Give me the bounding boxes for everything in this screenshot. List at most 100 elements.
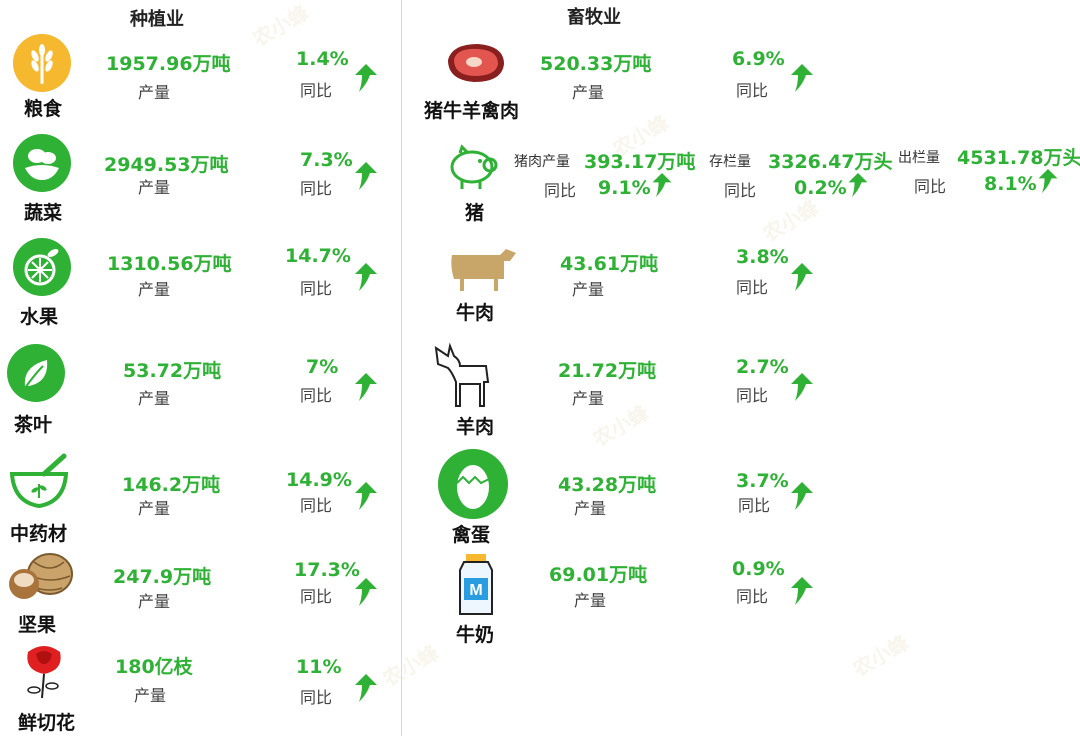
yield-label: 产量 — [574, 591, 607, 610]
yield-label: 产量 — [134, 686, 167, 705]
livestock-name: 牛奶 — [456, 624, 495, 646]
crop-row-nut: 坚果 247.9万吨 产量 17.3% 同比 — [0, 550, 400, 640]
up-arrow-icon — [1036, 167, 1060, 195]
crop-value: 180亿枝 — [115, 656, 193, 678]
yoy-label: 同比 — [736, 587, 769, 606]
livestock-header: 畜牧业 — [567, 7, 621, 28]
yoy-label: 同比 — [300, 496, 333, 515]
up-arrow-icon — [788, 62, 816, 94]
livestock-value: 520.33万吨 — [540, 53, 652, 75]
up-arrow-icon — [352, 480, 380, 512]
vegetable-icon — [13, 134, 71, 192]
yoy-value: 3.8% — [736, 246, 789, 268]
tea-leaf-icon — [7, 344, 65, 402]
up-arrow-icon — [788, 575, 816, 607]
crop-value: 146.2万吨 — [122, 474, 221, 496]
up-arrow-icon — [788, 261, 816, 293]
livestock-value: 43.61万吨 — [560, 253, 659, 275]
crop-name: 中药材 — [10, 523, 68, 545]
yoy-value: 11% — [296, 656, 342, 678]
crop-value: 53.72万吨 — [123, 360, 222, 382]
yoy-value: 14.9% — [286, 469, 352, 491]
yield-label: 产量 — [138, 178, 171, 197]
pig-stock-label: 存栏量 — [709, 154, 751, 170]
pig-icon — [450, 144, 498, 189]
yield-label: 产量 — [138, 389, 171, 408]
watermark: 农小蜂 — [848, 630, 913, 682]
crop-value: 1957.96万吨 — [106, 53, 231, 75]
planting-header: 种植业 — [130, 9, 184, 30]
livestock-name: 羊肉 — [456, 416, 495, 438]
yoy-value: 17.3% — [294, 559, 360, 581]
yoy-label: 同比 — [738, 496, 771, 515]
crop-name: 坚果 — [18, 614, 57, 636]
cow-icon — [451, 249, 516, 291]
pig-out-pct: 8.1% — [984, 173, 1037, 195]
yoy-label: 同比 — [736, 81, 769, 100]
milk-icon: M — [459, 554, 493, 615]
yoy-value: 6.9% — [732, 48, 785, 70]
livestock-value: 43.28万吨 — [558, 474, 657, 496]
livestock-row-milk: M 牛奶 69.01万吨 产量 0.9% 同比 — [410, 550, 830, 650]
livestock-row-egg: 禽蛋 43.28万吨 产量 3.7% 同比 — [410, 445, 830, 546]
crop-row-tea: 茶叶 53.72万吨 产量 7% 同比 — [0, 340, 400, 440]
crop-name: 蔬菜 — [24, 202, 63, 224]
crop-row-flower: 鲜切花 180亿枝 产量 11% 同比 — [0, 640, 400, 736]
yoy-label: 同比 — [300, 587, 333, 606]
yoy-label: 同比 — [544, 181, 577, 200]
yield-label: 产量 — [138, 280, 171, 299]
yield-label: 产量 — [572, 83, 605, 102]
pig-out-value: 4531.78万头 — [957, 147, 1080, 169]
yoy-label: 同比 — [914, 177, 947, 196]
column-divider — [401, 0, 402, 736]
pig-meat-label: 猪肉产量 — [514, 154, 570, 170]
up-arrow-icon — [352, 576, 380, 608]
up-arrow-icon — [650, 171, 674, 199]
yoy-value: 3.7% — [736, 470, 789, 492]
up-arrow-icon — [352, 371, 380, 403]
livestock-name: 猪 — [465, 202, 485, 224]
yield-label: 产量 — [572, 389, 605, 408]
livestock-row-pig: 猪 猪肉产量 393.17万吨 同比 9.1% 存栏量 3326.47万头 同比… — [410, 135, 1080, 230]
yield-label: 产量 — [138, 592, 171, 611]
livestock-row-mutton: 羊肉 21.72万吨 产量 2.7% 同比 — [410, 340, 830, 440]
livestock-name: 禽蛋 — [452, 524, 491, 546]
yoy-value: 0.9% — [732, 558, 785, 580]
yoy-value: 14.7% — [285, 245, 351, 267]
mortar-icon — [9, 453, 69, 509]
rose-icon — [27, 646, 61, 699]
yield-label: 产量 — [138, 83, 171, 102]
livestock-name: 牛肉 — [456, 302, 495, 324]
wheat-icon — [13, 34, 71, 92]
yoy-value: 1.4% — [296, 48, 349, 70]
livestock-row-meat: 猪牛羊禽肉 520.33万吨 产量 6.9% 同比 — [410, 30, 830, 125]
crop-row-vegetable: 蔬菜 2949.53万吨 产量 7.3% 同比 — [0, 130, 400, 225]
crop-row-fruit: 水果 1310.56万吨 产量 14.7% 同比 — [0, 235, 400, 330]
crop-name: 鲜切花 — [18, 712, 76, 734]
pig-meat-value: 393.17万吨 — [584, 151, 696, 173]
crop-value: 2949.53万吨 — [104, 154, 229, 176]
crop-name: 粮食 — [24, 98, 63, 120]
yield-label: 产量 — [572, 280, 605, 299]
egg-icon — [438, 449, 508, 519]
crop-value: 247.9万吨 — [113, 566, 212, 588]
nut-icon — [9, 553, 73, 599]
yoy-label: 同比 — [724, 181, 757, 200]
pig-stock-value: 3326.47万头 — [768, 151, 893, 173]
up-arrow-icon — [788, 480, 816, 512]
yoy-value: 2.7% — [736, 356, 789, 378]
crop-value: 1310.56万吨 — [107, 253, 232, 275]
livestock-value: 21.72万吨 — [558, 360, 657, 382]
up-arrow-icon — [352, 261, 380, 293]
yield-label: 产量 — [138, 499, 171, 518]
yoy-label: 同比 — [300, 81, 333, 100]
crop-row-grain: 粮食 1957.96万吨 产量 1.4% 同比 — [0, 30, 400, 120]
yoy-label: 同比 — [300, 386, 333, 405]
pig-meat-pct: 9.1% — [598, 177, 651, 199]
yoy-label: 同比 — [736, 386, 769, 405]
up-arrow-icon — [846, 171, 870, 199]
crop-name: 茶叶 — [14, 414, 53, 436]
up-arrow-icon — [352, 672, 380, 704]
livestock-value: 69.01万吨 — [549, 564, 648, 586]
pig-out-label: 出栏量 — [898, 150, 940, 166]
